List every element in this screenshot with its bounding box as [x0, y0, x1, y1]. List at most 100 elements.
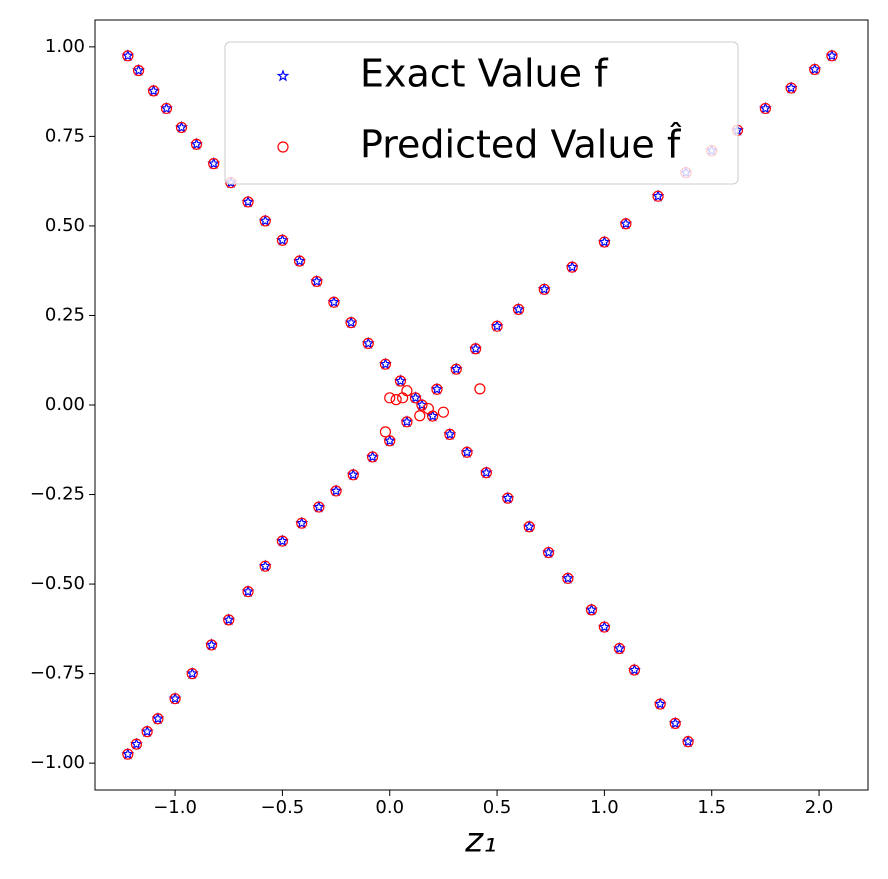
star-marker	[415, 398, 429, 411]
circle-marker	[242, 585, 254, 598]
star-marker	[522, 520, 536, 533]
star-marker	[430, 382, 444, 395]
star-marker	[160, 101, 173, 114]
star-marker	[241, 584, 255, 598]
circle-marker	[669, 717, 681, 729]
star-marker	[490, 319, 504, 332]
circle-marker	[379, 358, 392, 370]
circle-marker	[122, 748, 134, 760]
star-marker	[394, 374, 407, 387]
y-tick-label: 0.75	[45, 125, 85, 146]
legend-marker	[277, 141, 289, 153]
star-marker	[241, 195, 255, 208]
star-marker	[460, 445, 474, 458]
star-marker	[628, 663, 641, 676]
x-tick-label: 1.5	[697, 797, 726, 818]
circle-marker	[652, 190, 664, 202]
star-marker	[295, 516, 309, 529]
circle-marker	[208, 158, 220, 170]
star-marker	[151, 712, 165, 725]
circle-marker	[152, 713, 164, 725]
circle-marker	[416, 399, 428, 411]
circle-marker	[311, 275, 323, 288]
circle-marker	[347, 469, 359, 481]
circle-marker	[313, 501, 325, 513]
star-marker	[346, 468, 360, 481]
star-marker	[361, 336, 375, 349]
circle-marker	[276, 234, 289, 246]
star-marker	[276, 233, 289, 246]
circle-marker	[628, 664, 641, 676]
circle-marker	[205, 639, 218, 651]
circle-marker	[431, 383, 443, 395]
star-marker	[276, 534, 289, 547]
circle-marker	[566, 261, 578, 273]
star-marker	[409, 391, 422, 404]
x-tick-label: −0.5	[261, 797, 305, 818]
circle-marker	[384, 435, 396, 447]
circle-marker	[654, 698, 666, 710]
circle-marker	[461, 446, 473, 458]
circle-marker	[401, 416, 413, 428]
star-marker	[383, 434, 397, 447]
star-marker	[207, 156, 221, 170]
y-tick-label: 1.00	[45, 36, 85, 57]
x-axis-label: z₁	[464, 821, 496, 861]
circle-marker	[397, 392, 409, 404]
circle-marker	[759, 102, 771, 115]
circle-marker	[186, 668, 198, 680]
y-tick-label: −0.75	[30, 663, 85, 684]
star-marker	[132, 63, 145, 76]
circle-marker	[682, 736, 694, 748]
circle-marker	[491, 320, 503, 332]
star-marker	[598, 235, 611, 248]
circle-marker	[330, 485, 342, 497]
star-marker	[619, 217, 633, 230]
circle-marker	[130, 738, 143, 750]
legend-label: Predicted Value f̂	[360, 123, 682, 167]
star-marker	[808, 62, 822, 75]
circle-marker	[379, 426, 392, 438]
legend-marker	[276, 69, 290, 82]
star-marker	[784, 81, 798, 94]
x-tick-label: 0.5	[483, 797, 512, 818]
circle-marker	[390, 394, 402, 406]
circle-marker	[523, 521, 535, 533]
circle-marker	[422, 402, 434, 415]
x-tick-label: 1.0	[590, 797, 619, 818]
star-marker	[140, 724, 154, 738]
star-marker	[327, 295, 341, 308]
star-marker	[759, 101, 772, 114]
circle-marker	[502, 492, 514, 504]
circle-marker	[409, 392, 422, 404]
star-marker	[121, 49, 135, 62]
y-tick-label: −0.50	[30, 573, 85, 594]
circle-marker	[384, 392, 396, 404]
star-marker	[258, 559, 272, 572]
star-marker	[175, 120, 188, 133]
star-marker	[258, 214, 272, 227]
circle-marker	[401, 385, 413, 397]
circle-marker	[328, 296, 340, 308]
star-marker	[542, 545, 555, 558]
y-tick-label: −0.25	[30, 484, 85, 505]
star-marker	[651, 189, 665, 202]
circle-marker	[826, 50, 838, 62]
star-marker	[310, 274, 324, 287]
star-marker	[537, 282, 551, 295]
circle-marker	[132, 64, 145, 77]
circle-marker	[259, 560, 271, 572]
circle-marker	[362, 337, 374, 349]
circle-marker	[160, 102, 173, 115]
circle-marker	[620, 218, 632, 230]
circle-marker	[512, 303, 525, 315]
circle-marker	[175, 121, 188, 134]
y-tick-label: 0.00	[45, 394, 85, 415]
star-marker	[443, 427, 457, 440]
circle-marker	[276, 535, 289, 547]
star-marker	[312, 500, 326, 513]
star-marker	[479, 465, 493, 479]
star-marker	[168, 691, 182, 705]
y-tick-label: 0.50	[45, 215, 85, 236]
